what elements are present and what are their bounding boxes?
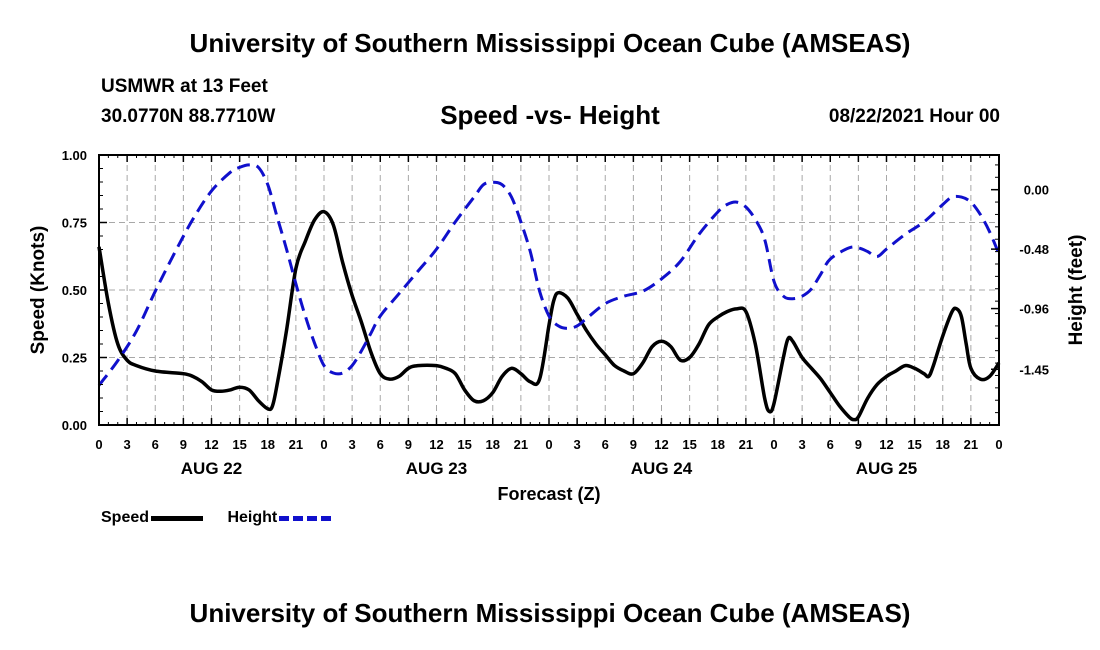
y-tick-label: 0.00 [62,418,87,433]
x-tick-label: 15 [232,437,246,452]
y-tick-label: 1.00 [62,148,87,163]
x-tick-label: 6 [152,437,159,452]
x-tick-label: 9 [180,437,187,452]
x-tick-label: 6 [827,437,834,452]
day-label: AUG 23 [406,459,467,478]
x-tick-label: 12 [429,437,443,452]
y-axis-title: Speed (Knots) [28,226,49,355]
x-tick-label: 0 [545,437,552,452]
x-tick-label: 18 [711,437,725,452]
legend-speed-label: Speed [101,509,150,526]
y-tick-label: 0.25 [62,351,87,366]
day-label: AUG 22 [181,459,242,478]
legend-item-height: Height [227,509,332,527]
y2-tick-label: -1.45 [1019,362,1049,377]
x-tick-label: 6 [602,437,609,452]
chart-main-title: University of Southern Mississippi Ocean… [189,28,911,58]
y2-tick-label: -0.48 [1019,242,1049,257]
legend-speed-swatch [151,515,204,521]
x-tick-label: 15 [457,437,471,452]
day-label: AUG 24 [631,459,693,478]
x-tick-label: 21 [514,437,528,452]
station-coordinates: 30.0770N 88.7710W [101,106,276,127]
series-line-speed [97,209,1001,422]
axis-layer: 0 3 6 9 12 15 18 21 0 3 6 9 12 15 18 21 0 3 6 9 12 15 18 21 0 3 6 9… [28,148,1087,504]
legend-item-speed: Speed [101,509,204,527]
x-tick-label: 3 [349,437,356,452]
x-tick-label: 0 [320,437,327,452]
legend-height-label: Height [227,509,278,526]
grid-layer [99,155,999,425]
x-tick-label: 21 [964,437,978,452]
x-tick-label: 9 [630,437,637,452]
x-tick-label: 9 [855,437,862,452]
day-label: AUG 25 [856,459,917,478]
y2-tick-label: 0.00 [1024,183,1049,198]
x-tick-label: 12 [204,437,218,452]
y2-tick-label: -0.96 [1019,302,1049,317]
x-tick-label: 21 [739,437,753,452]
legend: Speed Height [101,509,351,527]
x-tick-label: 3 [124,437,131,452]
y2-axis-title: Height (feet) [1066,235,1087,346]
x-tick-label: 15 [907,437,921,452]
footer-title: University of Southern Mississippi Ocean… [189,598,911,628]
x-tick-label: 6 [377,437,384,452]
legend-height-swatch [279,515,332,521]
x-tick-label: 9 [405,437,412,452]
y-tick-label: 0.75 [62,216,87,231]
x-tick-label: 18 [261,437,275,452]
x-tick-label: 3 [574,437,581,452]
x-tick-label: 0 [995,437,1002,452]
series-layer [97,163,1001,422]
station-name: USMWR at 13 Feet [101,76,268,97]
x-tick-label: 21 [289,437,303,452]
x-tick-label: 12 [879,437,893,452]
x-tick-label: 18 [936,437,950,452]
x-tick-label: 0 [770,437,777,452]
x-axis-title: Forecast (Z) [497,484,600,504]
chart-subtitle: Speed -vs- Height [440,100,660,130]
x-tick-label: 15 [682,437,696,452]
x-tick-label: 0 [95,437,102,452]
x-tick-label: 3 [799,437,806,452]
x-tick-label: 18 [486,437,500,452]
x-tick-label: 12 [654,437,668,452]
y-tick-label: 0.50 [62,283,87,298]
forecast-run-date: 08/22/2021 Hour 00 [828,106,1000,127]
